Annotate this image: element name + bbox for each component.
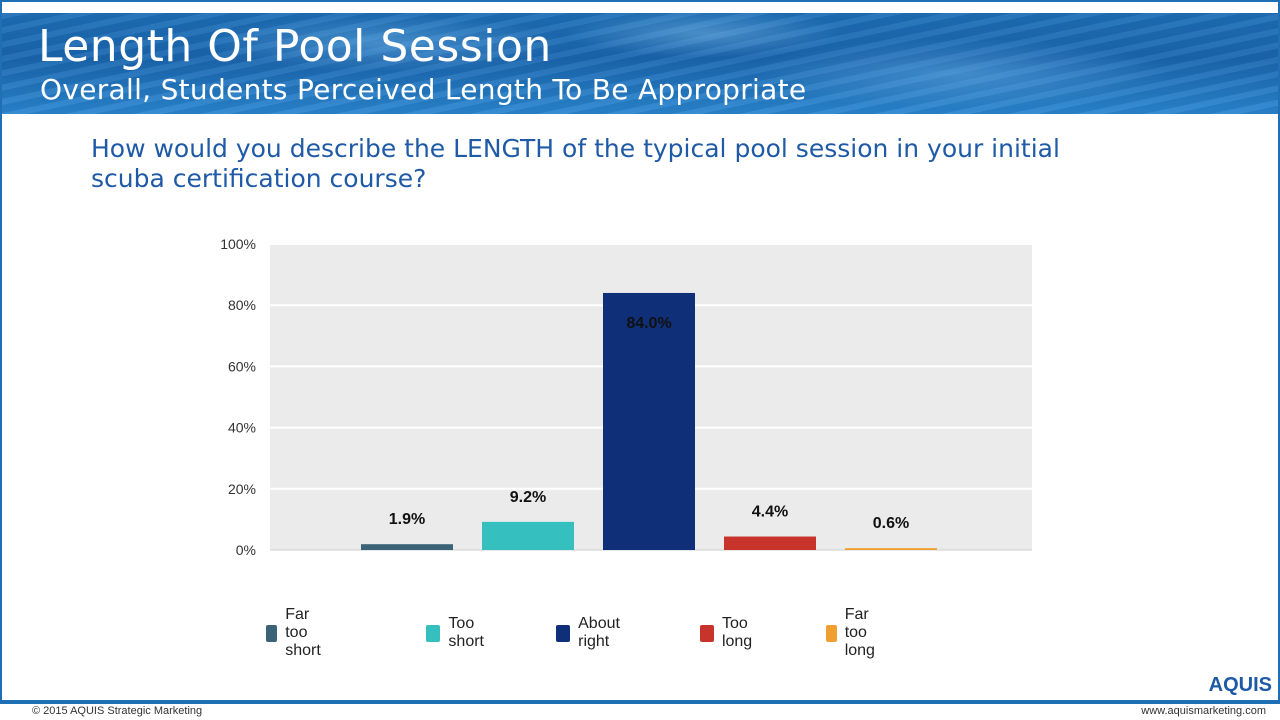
bar-chart: 0% 20% 40% 60% 80% 100% 1.9% 9.2% 84.0% 4.4% 0.6%: [220, 236, 1032, 558]
header-banner: Length Of Pool Session Overall, Students…: [2, 13, 1278, 114]
bar: [361, 544, 453, 550]
y-tick-label: 0%: [236, 542, 256, 558]
legend-swatch: [426, 624, 441, 642]
legend-swatch: [826, 624, 837, 642]
y-tick-label: 20%: [228, 481, 256, 497]
slide-title: Length Of Pool Session: [38, 21, 552, 72]
legend-swatch: [266, 624, 278, 642]
legend-item: Too long: [700, 615, 760, 650]
legend-item: About right: [556, 615, 628, 650]
legend-item: Far too short: [266, 606, 332, 659]
y-tick-label: 80%: [228, 297, 256, 313]
bar: [845, 548, 937, 550]
slide-frame: [0, 0, 1280, 702]
data-label: 4.4%: [752, 504, 788, 521]
legend-item: Far too long: [826, 606, 886, 659]
legend-item: Too short: [426, 615, 492, 650]
data-label: 9.2%: [510, 489, 546, 506]
slide-subtitle: Overall, Students Perceived Length To Be…: [40, 73, 807, 106]
bar: [724, 536, 816, 550]
bar: [603, 292, 695, 550]
y-tick-label: 100%: [220, 236, 256, 252]
data-label: 1.9%: [389, 511, 425, 528]
legend-label: Far too long: [844, 606, 875, 659]
data-label: 84.0%: [626, 315, 671, 332]
legend-label: About right: [578, 615, 620, 650]
legend-label: Too long: [721, 615, 753, 650]
survey-question: How would you describe the LENGTH of the…: [91, 134, 1060, 193]
y-tick-label: 60%: [228, 358, 256, 374]
website-text: www.aquismarketing.com: [1141, 705, 1266, 717]
aquis-logo: AQUIS: [1208, 674, 1272, 696]
legend-label: Far too short: [285, 606, 321, 659]
bar: [482, 521, 574, 550]
y-tick-label: 40%: [228, 420, 256, 436]
legend-swatch: [556, 624, 571, 642]
legend-label: Too short: [448, 615, 484, 650]
copyright-text: © 2015 AQUIS Strategic Marketing: [32, 705, 203, 717]
data-label: 0.6%: [873, 515, 909, 532]
footer-bar: [0, 700, 1280, 704]
legend-swatch: [700, 624, 714, 642]
